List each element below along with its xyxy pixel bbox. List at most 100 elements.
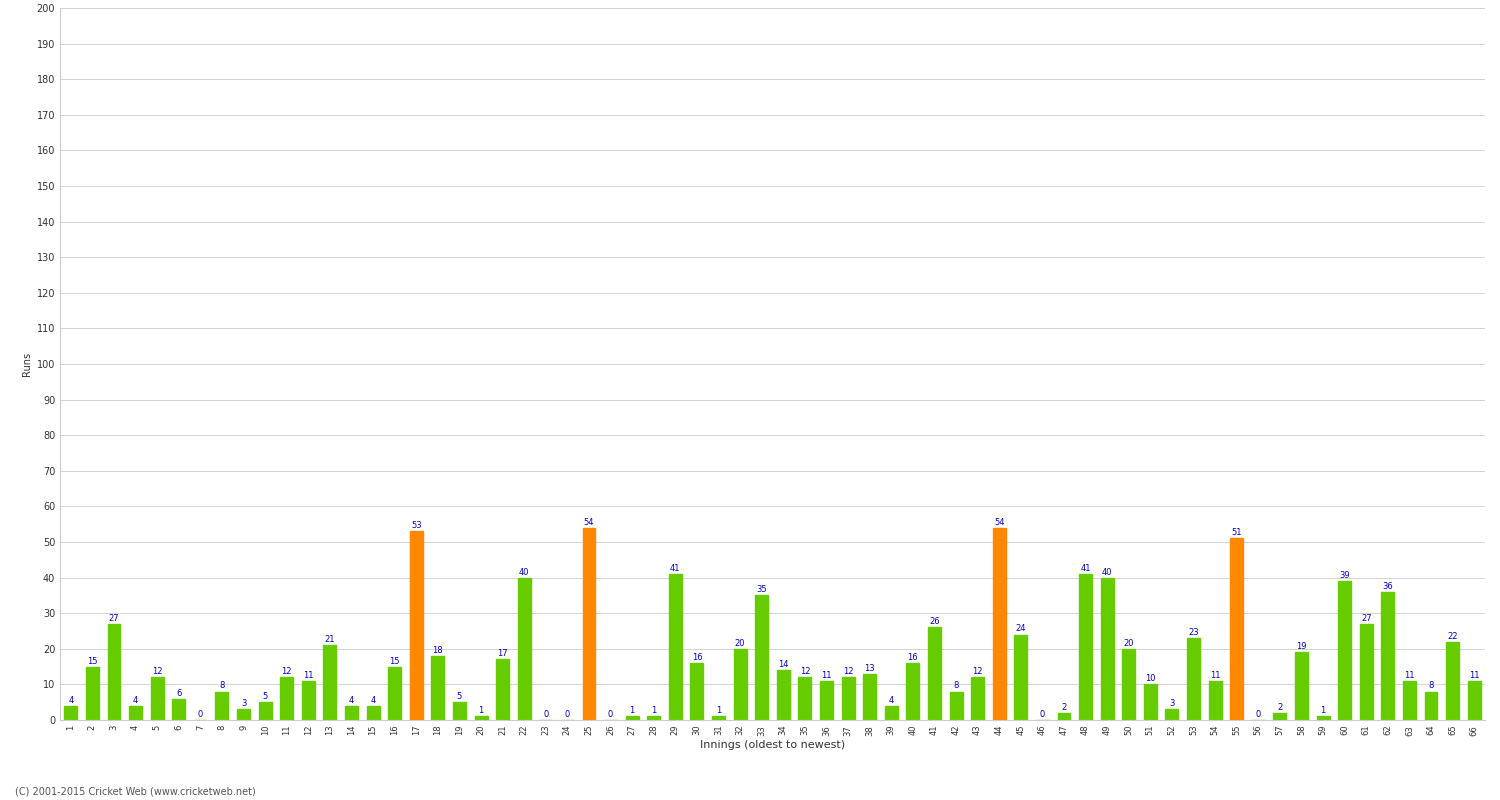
- Bar: [906, 663, 920, 720]
- Bar: [1078, 574, 1092, 720]
- Text: 18: 18: [432, 646, 442, 655]
- Bar: [1294, 652, 1308, 720]
- Y-axis label: Runs: Runs: [22, 352, 33, 376]
- Bar: [366, 706, 380, 720]
- Bar: [862, 674, 876, 720]
- Bar: [821, 681, 833, 720]
- Bar: [1425, 691, 1437, 720]
- Bar: [798, 678, 812, 720]
- Bar: [258, 702, 272, 720]
- Bar: [734, 649, 747, 720]
- Bar: [1230, 538, 1244, 720]
- Bar: [950, 691, 963, 720]
- Text: 1: 1: [478, 706, 483, 715]
- Bar: [669, 574, 682, 720]
- X-axis label: Innings (oldest to newest): Innings (oldest to newest): [700, 740, 844, 750]
- Text: 12: 12: [800, 667, 810, 676]
- Bar: [1101, 578, 1113, 720]
- Text: 35: 35: [756, 586, 766, 594]
- Text: 8: 8: [954, 682, 958, 690]
- Bar: [712, 717, 724, 720]
- Text: 6: 6: [176, 689, 181, 698]
- Text: 2: 2: [1278, 703, 1282, 712]
- Text: 19: 19: [1296, 642, 1306, 651]
- Text: 4: 4: [888, 696, 894, 705]
- Bar: [1014, 634, 1028, 720]
- Bar: [280, 678, 292, 720]
- Bar: [108, 624, 120, 720]
- Text: 0: 0: [543, 710, 549, 719]
- Bar: [216, 691, 228, 720]
- Bar: [1338, 581, 1352, 720]
- Text: 26: 26: [928, 618, 939, 626]
- Text: 13: 13: [864, 664, 874, 673]
- Bar: [453, 702, 466, 720]
- Bar: [302, 681, 315, 720]
- Text: 27: 27: [108, 614, 120, 623]
- Text: 51: 51: [1232, 528, 1242, 538]
- Bar: [885, 706, 897, 720]
- Text: 14: 14: [778, 660, 789, 669]
- Text: 40: 40: [1102, 567, 1113, 577]
- Text: 16: 16: [692, 653, 702, 662]
- Text: 15: 15: [390, 657, 400, 666]
- Bar: [1360, 624, 1372, 720]
- Text: 3: 3: [242, 699, 246, 708]
- Bar: [388, 666, 400, 720]
- Bar: [1402, 681, 1416, 720]
- Text: 11: 11: [1404, 670, 1414, 680]
- Bar: [1446, 642, 1460, 720]
- Text: 5: 5: [262, 692, 267, 701]
- Text: 22: 22: [1448, 632, 1458, 641]
- Bar: [690, 663, 703, 720]
- Text: 4: 4: [134, 696, 138, 705]
- Bar: [993, 528, 1005, 720]
- Bar: [582, 528, 596, 720]
- Text: 20: 20: [1124, 638, 1134, 648]
- Text: 5: 5: [458, 692, 462, 701]
- Text: 53: 53: [411, 522, 422, 530]
- Text: 39: 39: [1340, 571, 1350, 580]
- Text: 17: 17: [498, 650, 508, 658]
- Text: 0: 0: [608, 710, 613, 719]
- Text: 8: 8: [1428, 682, 1434, 690]
- Text: 40: 40: [519, 567, 530, 577]
- Bar: [928, 627, 940, 720]
- Text: 23: 23: [1188, 628, 1198, 637]
- Bar: [410, 531, 423, 720]
- Text: 41: 41: [1080, 564, 1090, 573]
- Text: 4: 4: [370, 696, 375, 705]
- Text: 3: 3: [1168, 699, 1174, 708]
- Text: 0: 0: [566, 710, 570, 719]
- Bar: [1122, 649, 1136, 720]
- Text: 36: 36: [1383, 582, 1394, 590]
- Text: 10: 10: [1144, 674, 1155, 683]
- Text: 1: 1: [1320, 706, 1326, 715]
- Bar: [1209, 681, 1221, 720]
- Text: 11: 11: [1468, 670, 1479, 680]
- Text: 24: 24: [1016, 625, 1026, 634]
- Bar: [496, 659, 508, 720]
- Bar: [345, 706, 358, 720]
- Text: 0: 0: [1256, 710, 1262, 719]
- Bar: [129, 706, 142, 720]
- Bar: [86, 666, 99, 720]
- Text: 27: 27: [1360, 614, 1371, 623]
- Text: 2: 2: [1062, 703, 1066, 712]
- Bar: [237, 710, 250, 720]
- Bar: [1317, 717, 1329, 720]
- Text: 20: 20: [735, 638, 746, 648]
- Bar: [754, 595, 768, 720]
- Text: 1: 1: [651, 706, 657, 715]
- Text: 11: 11: [303, 670, 313, 680]
- Bar: [1144, 685, 1156, 720]
- Bar: [432, 656, 444, 720]
- Text: 0: 0: [198, 710, 202, 719]
- Bar: [1166, 710, 1179, 720]
- Bar: [648, 717, 660, 720]
- Text: 11: 11: [821, 670, 831, 680]
- Bar: [626, 717, 639, 720]
- Text: 11: 11: [1210, 670, 1221, 680]
- Text: 1: 1: [630, 706, 634, 715]
- Text: 15: 15: [87, 657, 98, 666]
